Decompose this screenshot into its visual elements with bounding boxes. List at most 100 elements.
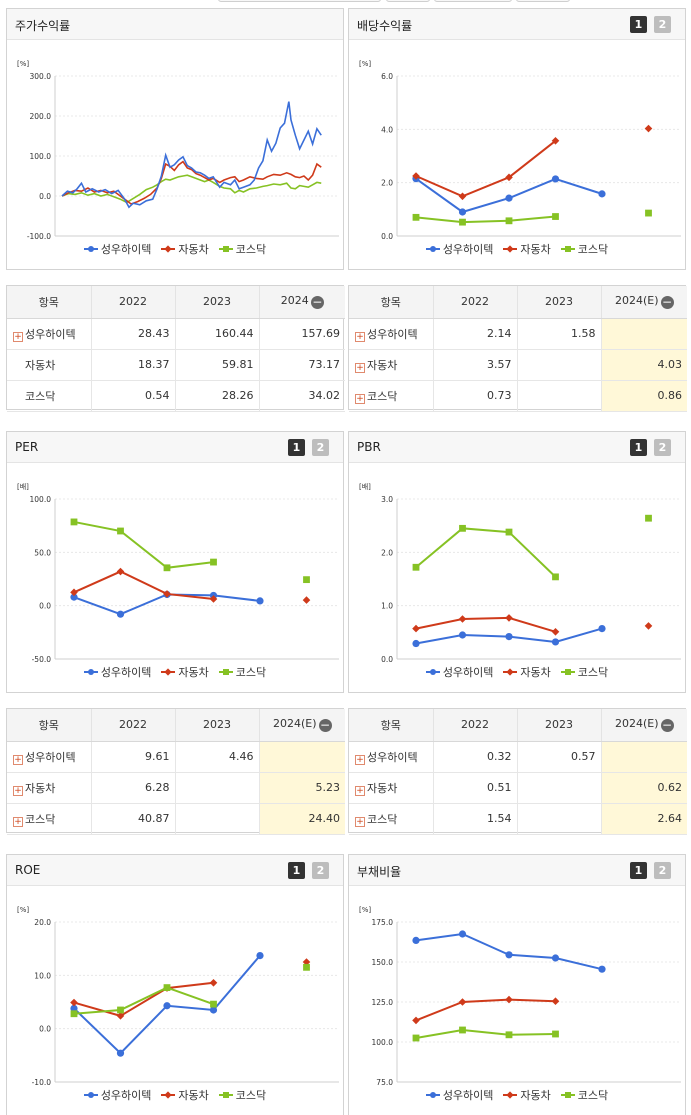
company-point[interactable]	[505, 951, 513, 959]
company-point[interactable]	[598, 190, 606, 198]
kosdaq-point[interactable]	[645, 514, 652, 522]
auto-point[interactable]	[458, 192, 467, 201]
company-point[interactable]	[458, 930, 467, 938]
view-2-button[interactable]: 2	[654, 862, 671, 879]
auto-point[interactable]	[551, 628, 560, 636]
kosdaq-point[interactable]	[459, 218, 466, 226]
legend-item-company[interactable]: 성우하이텍	[83, 1087, 151, 1103]
legend-item-kosdaq[interactable]: 코스닥	[560, 1087, 608, 1103]
toolbar-button[interactable]	[516, 0, 570, 2]
toolbar-button[interactable]	[434, 0, 512, 2]
toolbar-button[interactable]	[218, 0, 381, 2]
legend-item-kosdaq[interactable]: 코스닥	[218, 1087, 266, 1103]
kosdaq-point[interactable]	[505, 217, 513, 225]
company-point[interactable]	[70, 1004, 78, 1012]
company-point[interactable]	[256, 597, 264, 605]
kosdaq-point[interactable]	[210, 558, 217, 566]
legend-item-kosdaq[interactable]: 코스닥	[560, 664, 608, 680]
kosdaq-point[interactable]	[163, 564, 171, 572]
collapse-icon[interactable]: −	[318, 718, 332, 733]
company-point[interactable]	[598, 965, 606, 973]
view-1-button[interactable]: 1	[288, 439, 305, 456]
expand-icon[interactable]: +	[13, 816, 23, 827]
expand-icon[interactable]: +	[13, 331, 23, 342]
expand-icon[interactable]: +	[13, 754, 23, 765]
legend-item-auto[interactable]: 자동차	[503, 241, 551, 257]
auto-point[interactable]	[412, 1016, 420, 1025]
auto-point[interactable]	[116, 567, 125, 576]
auto-point[interactable]	[458, 615, 467, 623]
kosdaq-point[interactable]	[459, 524, 466, 532]
legend-item-auto[interactable]: 자동차	[161, 664, 209, 680]
view-1-button[interactable]: 1	[630, 16, 647, 33]
auto-point[interactable]	[209, 979, 218, 987]
expand-icon[interactable]: +	[355, 754, 365, 765]
expand-icon[interactable]: +	[355, 362, 365, 373]
view-2-button[interactable]: 2	[312, 862, 329, 879]
company-point[interactable]	[551, 638, 560, 646]
view-2-button[interactable]: 2	[654, 439, 671, 456]
expand-icon[interactable]: +	[13, 785, 23, 796]
kosdaq-point[interactable]	[163, 984, 171, 991]
view-1-button[interactable]: 1	[630, 862, 647, 879]
auto-point[interactable]	[458, 998, 467, 1006]
auto-point[interactable]	[163, 590, 171, 598]
auto-point[interactable]	[70, 998, 78, 1007]
kosdaq-point[interactable]	[505, 1031, 513, 1039]
view-1-button[interactable]: 1	[630, 439, 647, 456]
auto-point[interactable]	[505, 173, 513, 182]
kosdaq-point[interactable]	[552, 573, 559, 581]
kosdaq-point[interactable]	[552, 213, 559, 220]
collapse-icon[interactable]: −	[310, 295, 324, 310]
kosdaq-point[interactable]	[505, 528, 513, 536]
auto-point[interactable]	[644, 124, 653, 133]
auto-point[interactable]	[70, 588, 78, 597]
legend-item-auto[interactable]: 자동차	[161, 241, 209, 257]
kosdaq-point[interactable]	[210, 1000, 217, 1008]
auto-point[interactable]	[412, 624, 420, 633]
company-point[interactable]	[458, 631, 467, 639]
company-point[interactable]	[256, 952, 264, 960]
company-point[interactable]	[70, 593, 78, 601]
expand-icon[interactable]: +	[355, 393, 365, 404]
company-point[interactable]	[458, 208, 467, 216]
kosdaq-point[interactable]	[412, 213, 420, 221]
expand-icon[interactable]: +	[355, 785, 365, 796]
expand-icon[interactable]: +	[355, 816, 365, 827]
legend-item-kosdaq[interactable]: 코스닥	[560, 241, 608, 257]
auto-point[interactable]	[505, 995, 513, 1004]
expand-icon[interactable]: +	[355, 331, 365, 342]
kosdaq-point[interactable]	[645, 209, 652, 217]
company-point[interactable]	[116, 1049, 125, 1057]
kosdaq-point[interactable]	[303, 576, 310, 584]
kosdaq-point[interactable]	[117, 527, 124, 535]
auto-point[interactable]	[302, 596, 311, 604]
company-point[interactable]	[598, 625, 606, 633]
view-2-button[interactable]: 2	[654, 16, 671, 33]
legend-item-company[interactable]: 성우하이텍	[425, 1087, 493, 1103]
view-2-button[interactable]: 2	[312, 439, 329, 456]
kosdaq-point[interactable]	[303, 963, 310, 971]
legend-item-company[interactable]: 성우하이텍	[83, 664, 151, 680]
company-point[interactable]	[551, 954, 560, 962]
legend-item-auto[interactable]: 자동차	[503, 1087, 551, 1103]
company-point[interactable]	[505, 633, 513, 641]
kosdaq-point[interactable]	[117, 1006, 124, 1014]
legend-item-auto[interactable]: 자동차	[503, 664, 551, 680]
auto-point[interactable]	[209, 595, 218, 603]
company-point[interactable]	[412, 639, 420, 648]
kosdaq-point[interactable]	[70, 518, 78, 526]
kosdaq-point[interactable]	[552, 1030, 559, 1038]
auto-point[interactable]	[644, 622, 653, 630]
legend-item-auto[interactable]: 자동차	[161, 1087, 209, 1103]
collapse-icon[interactable]: −	[660, 295, 674, 310]
company-point[interactable]	[116, 610, 125, 618]
auto-point[interactable]	[551, 997, 560, 1005]
legend-item-company[interactable]: 성우하이텍	[425, 241, 493, 257]
auto-point[interactable]	[116, 1012, 125, 1020]
company-point[interactable]	[412, 936, 420, 944]
collapse-icon[interactable]: −	[660, 718, 674, 733]
legend-item-kosdaq[interactable]: 코스닥	[218, 241, 266, 257]
toolbar-button[interactable]	[386, 0, 430, 2]
legend-item-company[interactable]: 성우하이텍	[425, 664, 493, 680]
